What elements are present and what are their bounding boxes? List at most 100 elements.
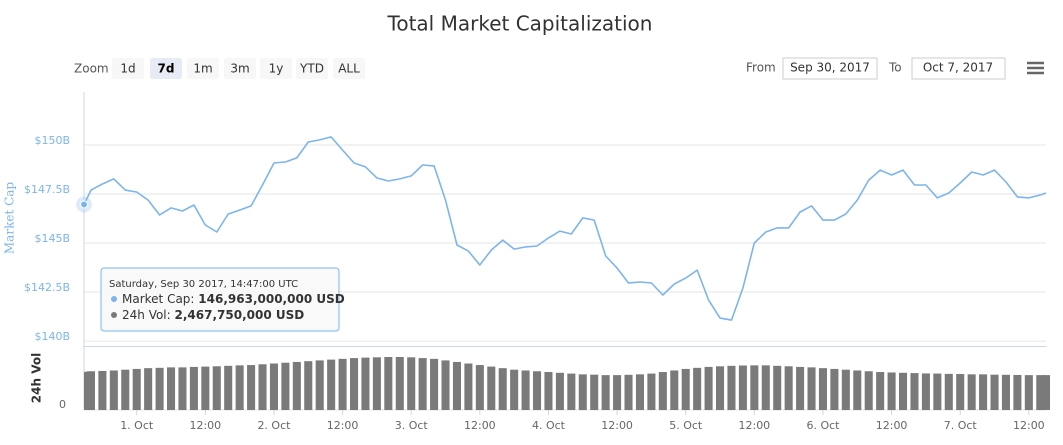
zoom-button-bg[interactable] <box>296 58 328 79</box>
zoom-button-bg[interactable] <box>112 58 144 79</box>
zoom-button-bg[interactable] <box>150 58 182 79</box>
zoom-button-bg[interactable] <box>260 58 292 79</box>
zoom-button-label[interactable]: YTD <box>299 62 324 76</box>
zoom-button-label[interactable]: 7d <box>158 62 175 76</box>
tooltip-line: Market Cap: 146,963,000,000 USD <box>122 292 345 306</box>
volume-bar <box>944 373 953 410</box>
volume-bar <box>681 368 690 410</box>
x-tick-label: 4. Oct <box>532 419 566 432</box>
x-tick-label: 12:00 <box>1013 419 1045 432</box>
x-tick-label: 12:00 <box>738 419 770 432</box>
volume-bar <box>578 374 587 410</box>
zoom-button-bg[interactable] <box>187 58 219 79</box>
tooltip-swatch <box>111 296 117 302</box>
x-tick-label: 7. Oct <box>944 419 978 432</box>
volume-bar <box>109 370 118 410</box>
x-tick-label: 12:00 <box>601 419 633 432</box>
volume-bar <box>670 370 679 410</box>
to-label: To <box>888 61 902 75</box>
volume-bar <box>784 366 793 410</box>
volume-bar <box>372 357 381 410</box>
menu-button[interactable] <box>1026 60 1046 76</box>
plot-area: $140B $142.5B $145B $147.5B $150B 0 1. Oct 12:0… <box>24 92 1051 432</box>
volume-bar <box>464 363 473 410</box>
volume-bar <box>887 372 896 410</box>
volume-bar <box>818 368 827 410</box>
y-tick-label: $140B <box>34 330 70 343</box>
tooltip: Saturday, Sep 30 2017, 14:47:00 UTC Mark… <box>100 267 345 332</box>
zoom-button-label[interactable]: 1m <box>193 62 212 76</box>
volume-bar <box>555 372 564 410</box>
volume-bar <box>864 371 873 410</box>
zoom-button-label[interactable]: 1d <box>120 62 135 76</box>
volume-bar <box>407 357 416 410</box>
volume-bar <box>876 372 885 410</box>
volume-bar <box>144 368 153 410</box>
zoom-button[interactable]: 1y <box>260 58 292 79</box>
to-value[interactable]: Oct 7, 2017 <box>923 61 993 75</box>
volume-bar <box>601 375 610 410</box>
volume-bar <box>418 358 427 410</box>
volume-bar <box>327 359 336 410</box>
volume-bar <box>304 361 313 410</box>
from-value[interactable]: Sep 30, 2017 <box>790 61 870 75</box>
zoom-label: Zoom <box>74 62 109 76</box>
volume-bar <box>658 372 667 410</box>
x-tick-label: 6. Oct <box>806 419 840 432</box>
tooltip-label: 24h Vol: <box>122 308 171 322</box>
volume-bar <box>121 369 130 410</box>
from-input[interactable] <box>782 57 878 80</box>
volume-bar <box>693 367 702 410</box>
volume-bar <box>212 366 221 410</box>
zoom-button[interactable]: ALL <box>333 58 365 79</box>
volume-bar <box>624 374 633 410</box>
zoom-button-bg[interactable] <box>333 58 365 79</box>
zoom-button[interactable]: YTD <box>296 58 328 79</box>
volume-bar <box>853 370 862 410</box>
volume-bar <box>990 374 999 410</box>
menu-icon[interactable] <box>1027 61 1044 75</box>
volume-bar <box>269 363 278 410</box>
volume-bar <box>487 366 496 410</box>
zoom-button-label[interactable]: 1y <box>269 62 284 76</box>
volume-bar <box>521 370 530 410</box>
zoom-button-label[interactable]: 3m <box>230 62 249 76</box>
volume-bar <box>235 365 244 410</box>
volume-bar <box>98 370 107 410</box>
y-tick-label: $145B <box>34 232 70 245</box>
volume-bar <box>613 375 622 410</box>
volume-bar <box>224 365 233 410</box>
volume-bar <box>899 372 908 410</box>
zoom-button[interactable]: 7d <box>150 58 182 79</box>
volume-bar <box>189 366 198 410</box>
volume-bar <box>727 365 736 410</box>
volume-bar <box>967 374 976 410</box>
zoom-button[interactable]: 1d <box>112 58 144 79</box>
tooltip-box <box>100 267 340 332</box>
volume-bar <box>910 373 919 410</box>
volume-bar <box>201 366 210 410</box>
volume-bar <box>155 367 164 410</box>
tooltip-swatch <box>111 312 117 318</box>
zoom-button-label[interactable]: ALL <box>338 62 360 76</box>
y-axis-title: Market Cap <box>3 182 17 255</box>
volume-bar <box>738 365 747 410</box>
volume-bar <box>315 360 324 410</box>
volume-bar <box>166 367 176 410</box>
volume-bar <box>1041 375 1051 410</box>
y-tick-label: $147.5B <box>24 183 70 196</box>
volume-bar <box>475 365 484 410</box>
x-tick-label: 12:00 <box>876 419 908 432</box>
tooltip-line: 24h Vol: 2,467,750,000 USD <box>122 308 304 322</box>
zoom-button[interactable]: 3m <box>224 58 256 79</box>
volume-bar <box>498 368 507 410</box>
x-tick-label: 12:00 <box>464 419 496 432</box>
volume-bar <box>933 373 942 410</box>
zoom-button[interactable]: 1m <box>187 58 219 79</box>
market-cap-line <box>83 136 1047 321</box>
volume-bar <box>292 361 301 410</box>
volume-bar <box>361 357 370 410</box>
zoom-button-bg[interactable] <box>224 58 256 79</box>
from-label: From <box>746 61 776 75</box>
to-input[interactable] <box>911 57 1006 80</box>
